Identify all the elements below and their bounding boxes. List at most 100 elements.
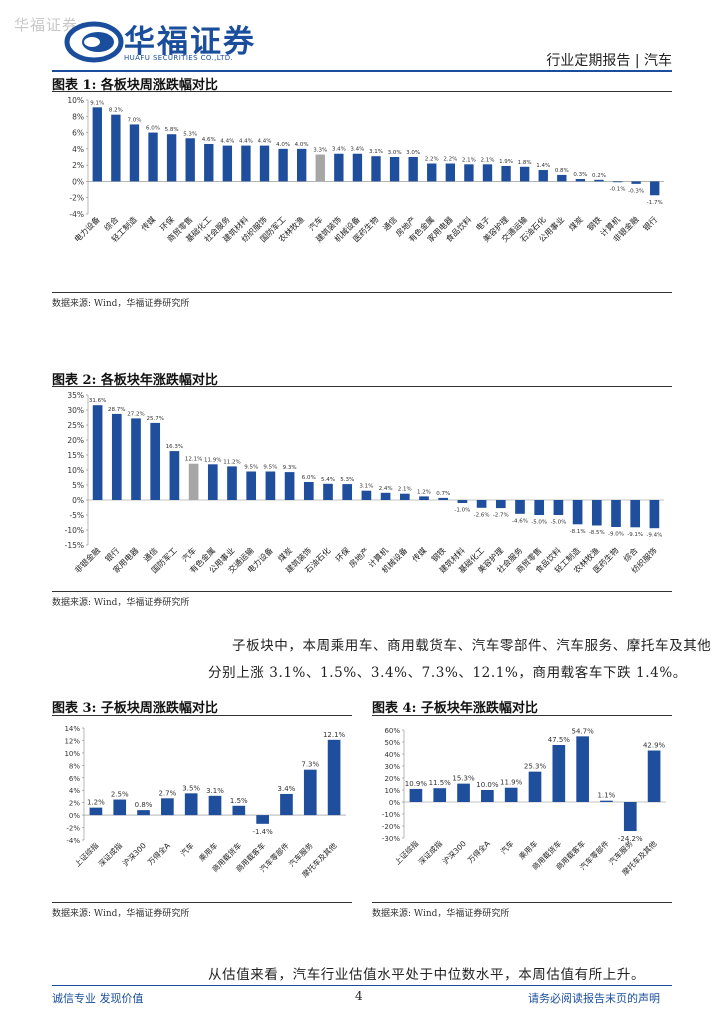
data-label: 11.9% bbox=[204, 457, 221, 463]
bar bbox=[327, 739, 341, 816]
y-tick-label: 0% bbox=[72, 177, 84, 186]
bar bbox=[476, 500, 487, 508]
bar bbox=[204, 143, 214, 182]
bar bbox=[166, 134, 177, 182]
y-tick-label: 20% bbox=[384, 775, 400, 783]
bar bbox=[148, 132, 158, 182]
bar bbox=[303, 769, 317, 816]
figure-1-bottom-rule bbox=[52, 292, 672, 293]
bar bbox=[464, 164, 474, 182]
bar bbox=[342, 484, 353, 500]
chart-sector-yearly: 35%30%25%20%15%10%5%0%-5%-10%-15%31.6%非银… bbox=[65, 391, 664, 575]
bar bbox=[207, 464, 218, 500]
y-tick-label: 8% bbox=[69, 762, 80, 770]
y-tick-label: 6% bbox=[72, 129, 84, 138]
bar bbox=[553, 500, 564, 515]
bar bbox=[575, 178, 586, 182]
bar bbox=[284, 472, 295, 500]
bar bbox=[457, 783, 470, 802]
bar bbox=[150, 422, 161, 500]
footer-divider bbox=[52, 985, 672, 986]
y-tick-label: -15% bbox=[65, 541, 84, 550]
data-label: 4.4% bbox=[239, 139, 253, 145]
body-paragraph-valuation: 从估值来看，汽车行业估值水平处于中位数水平，本周估值有所上升。 bbox=[208, 967, 646, 983]
data-label: 2.2% bbox=[443, 157, 457, 163]
y-tick-label: -10% bbox=[382, 811, 400, 819]
y-tick-label: 60% bbox=[384, 727, 400, 735]
bar bbox=[600, 800, 613, 802]
data-label: -1.4% bbox=[252, 828, 273, 836]
y-tick-label: 2% bbox=[69, 800, 80, 808]
report-type: 行业定期报告 | 汽车 bbox=[546, 53, 672, 69]
bar bbox=[389, 157, 400, 182]
data-label: 4.4% bbox=[258, 139, 272, 145]
data-label: 11.2% bbox=[223, 459, 240, 465]
y-tick-label: 14% bbox=[64, 725, 80, 733]
y-tick-label: -10% bbox=[65, 526, 84, 535]
figure-1-rule bbox=[52, 91, 672, 92]
bar bbox=[594, 179, 604, 182]
data-label: 11.5% bbox=[429, 779, 452, 787]
data-label: 1.5% bbox=[230, 797, 248, 805]
bar bbox=[334, 153, 344, 182]
data-label: 25.7% bbox=[146, 416, 163, 422]
y-tick-label: 20% bbox=[67, 436, 84, 445]
data-label: 25.3% bbox=[524, 763, 547, 771]
bar bbox=[208, 795, 222, 816]
bar bbox=[113, 799, 127, 816]
figure-2-title: 图表 2: 各板块年涨跌幅对比 bbox=[52, 373, 218, 388]
figure-3-title: 图表 3: 子板块周涨跌幅对比 bbox=[52, 701, 218, 716]
bar bbox=[647, 750, 661, 802]
data-label: 2.4% bbox=[379, 486, 393, 492]
data-label: 1.9% bbox=[499, 159, 513, 165]
bar bbox=[534, 500, 545, 515]
data-label: 2.1% bbox=[480, 157, 494, 163]
category-label: 沪深300 bbox=[120, 840, 148, 868]
bar bbox=[649, 500, 660, 529]
category-label: 传媒 bbox=[410, 545, 428, 563]
y-tick-label: 2% bbox=[72, 161, 84, 170]
bar bbox=[576, 736, 589, 802]
y-tick-label: 35% bbox=[67, 391, 84, 400]
bar bbox=[111, 114, 121, 182]
data-label: 9.3% bbox=[283, 465, 297, 471]
data-label: 2.2% bbox=[425, 157, 439, 163]
data-label: 3.4% bbox=[350, 147, 364, 153]
chart-sector-weekly: 10%8%6%4%2%0%-2%-4%9.1%电力设备8.2%综合7.0%轻工制… bbox=[67, 96, 664, 244]
category-label: 深证成指 bbox=[416, 838, 445, 867]
y-tick-label: 10% bbox=[67, 96, 84, 105]
data-label: 1.8% bbox=[518, 160, 532, 166]
data-label: 2.1% bbox=[398, 487, 412, 493]
bar bbox=[380, 492, 391, 500]
bar bbox=[631, 181, 641, 184]
figure-3-source: 数据来源: Wind，华福证券研究所 bbox=[52, 909, 190, 919]
y-tick-label: 0% bbox=[69, 812, 80, 820]
figure-1-title: 图表 1: 各板块周涨跌幅对比 bbox=[52, 78, 218, 93]
data-label: 4.0% bbox=[295, 142, 309, 148]
bar bbox=[161, 798, 174, 816]
bar bbox=[227, 466, 237, 500]
y-tick-label: 5% bbox=[72, 481, 84, 490]
bar bbox=[557, 174, 567, 182]
bar bbox=[528, 771, 542, 802]
data-label: 3.1% bbox=[206, 787, 224, 795]
data-label: 1.4% bbox=[536, 163, 550, 169]
bar bbox=[185, 138, 195, 182]
brand-name-cn: 华福证券 bbox=[124, 24, 256, 60]
bar bbox=[222, 145, 233, 182]
data-label: 2.7% bbox=[158, 789, 176, 797]
data-label: -5.0% bbox=[550, 520, 566, 526]
bar bbox=[92, 405, 103, 500]
data-label: -9.4% bbox=[646, 533, 662, 539]
data-label: -24.2% bbox=[618, 835, 643, 843]
bar bbox=[481, 790, 494, 802]
data-label: 15.3% bbox=[452, 775, 475, 783]
data-label: 0.7% bbox=[436, 491, 450, 497]
data-label: 11.9% bbox=[500, 779, 523, 787]
y-tick-label: 4% bbox=[69, 787, 80, 795]
bar bbox=[408, 157, 418, 182]
y-tick-label: 10% bbox=[67, 466, 84, 475]
y-tick-label: 10% bbox=[384, 787, 400, 795]
category-label: 汽车 bbox=[178, 840, 196, 858]
data-label: 6.0% bbox=[146, 126, 160, 132]
